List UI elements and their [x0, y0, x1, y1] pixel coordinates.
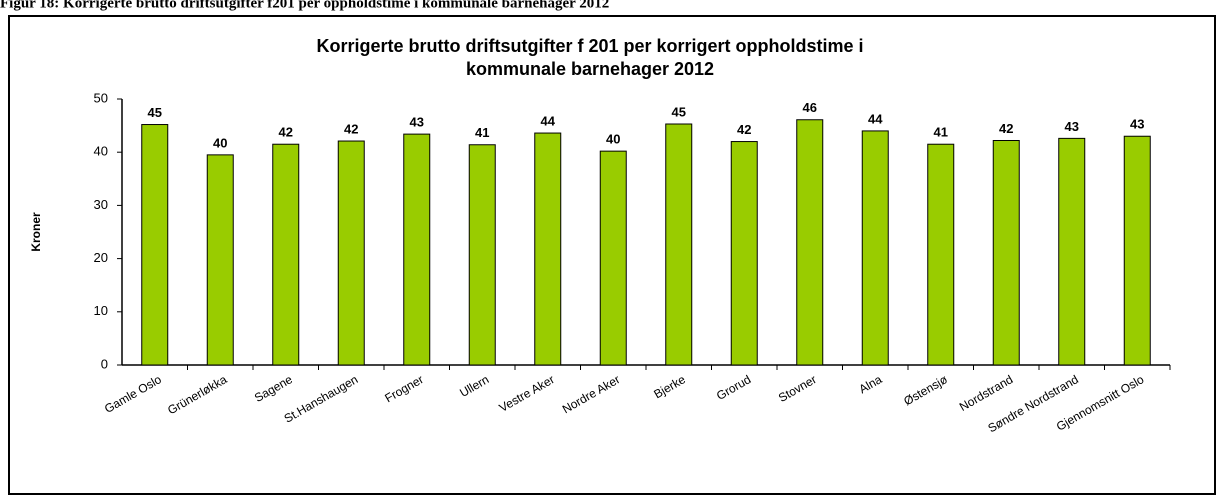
value-label: 44	[541, 113, 556, 128]
y-tick-label: 40	[94, 144, 108, 159]
bar	[468, 144, 496, 366]
bar	[141, 124, 169, 366]
value-label: 41	[934, 125, 948, 140]
caption: Figur 18: Korrigerte brutto driftsutgift…	[0, 0, 609, 11]
value-label: 42	[999, 121, 1013, 136]
y-tick-label: 10	[94, 303, 108, 318]
chart-subtitle: kommunale barnehager 2012	[466, 59, 714, 79]
value-label: 42	[344, 121, 358, 136]
bar	[272, 143, 300, 366]
bar	[1123, 135, 1151, 366]
value-label: 46	[803, 100, 817, 115]
bar	[927, 143, 955, 366]
value-label: 43	[410, 115, 424, 130]
value-label: 43	[1130, 117, 1144, 132]
bar	[1058, 137, 1086, 366]
y-tick-label: 50	[94, 90, 108, 105]
bar	[796, 119, 824, 366]
value-label: 45	[672, 104, 686, 119]
y-axis-label: Kroner	[29, 212, 43, 252]
y-tick-label: 30	[94, 197, 108, 212]
value-label: 42	[737, 122, 751, 137]
bar	[599, 150, 627, 366]
bar	[206, 154, 234, 366]
bar	[403, 133, 431, 366]
bar	[730, 141, 758, 366]
value-label: 41	[475, 125, 489, 140]
bar	[992, 139, 1020, 366]
bar	[861, 130, 889, 366]
bar	[665, 123, 693, 366]
value-label: 40	[213, 135, 227, 150]
value-label: 40	[606, 132, 620, 147]
value-label: 42	[279, 125, 293, 140]
value-label: 44	[868, 111, 883, 126]
chart-title: Korrigerte brutto driftsutgifter f 201 p…	[316, 36, 863, 56]
y-tick-label: 20	[94, 250, 108, 265]
bar	[337, 140, 365, 366]
value-label: 45	[148, 105, 162, 120]
bar	[534, 132, 562, 366]
value-label: 43	[1065, 119, 1079, 134]
y-tick-label: 0	[101, 356, 108, 371]
